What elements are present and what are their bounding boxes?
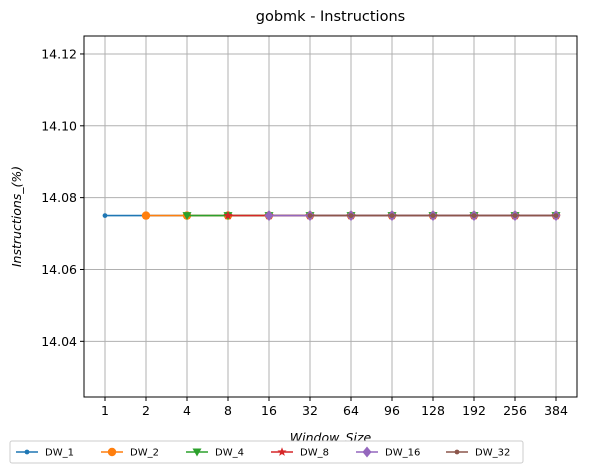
series-dw-32-marker [307,213,313,219]
y-tick-label: 14.04 [41,334,77,349]
x-tick-label: 4 [183,403,191,418]
y-axis-label: Instructions_(%) [9,166,24,267]
series-layer [102,210,561,222]
series-dw-1-marker [102,213,108,219]
ticks: 1 2 4 8 16 32 64 96 128 192 256 384 14.04 14.06 14.08 1… [41,46,568,418]
series-dw-4-marker [182,212,192,221]
legend: DW_1 DW_2 DW_4 DW_8 DW_16 DW_32 [9,440,524,464]
series-dw-32-marker [553,213,559,219]
plot-frame [83,35,578,398]
series-dw-32 [307,213,559,219]
x-tick-label: 16 [261,403,277,418]
legend-dw-4-label: DW_4 [215,448,244,459]
x-tick-label: 32 [302,403,318,418]
series-dw-8-marker [223,210,233,220]
series-dw-32-marker [389,213,395,219]
x-tick-label: 1 [101,403,109,418]
x-tick-label: 8 [224,403,232,418]
legend-dw-32-marker [454,449,460,455]
legend-dw-2-marker [107,447,117,457]
x-tick-label: 96 [384,403,400,418]
x-tick-label: 64 [343,403,359,418]
legend-dw-1-marker [24,449,30,455]
series-dw-32-marker [512,213,518,219]
y-tick-label: 14.10 [41,118,77,133]
x-tick-label: 384 [544,403,568,418]
x-tick-label: 128 [421,403,445,418]
y-tick-label: 14.12 [41,46,77,61]
series-dw-16-marker [264,210,274,222]
legend-dw-16-label: DW_16 [385,448,420,459]
grid [84,36,577,397]
x-tick-label: 2 [142,403,150,418]
legend-dw-8-label: DW_8 [300,448,329,459]
series-dw-32-marker [348,213,354,219]
legend-dw-4-marker [192,448,202,457]
legend-dw-16-marker [362,446,372,458]
x-tick-label: 256 [503,403,527,418]
legend-dw-2-label: DW_2 [130,448,159,459]
series-dw-32-marker [471,213,477,219]
x-tick-label: 192 [462,403,486,418]
series-dw-32-marker [430,213,436,219]
chart-title: gobmk - Instructions [256,9,405,25]
legend-dw-32-label: DW_32 [475,448,510,459]
legend-dw-1-label: DW_1 [45,448,74,459]
legend-box [9,440,524,464]
series-dw-2-marker [141,211,151,220]
legend-dw-8-marker [277,447,287,456]
y-tick-label: 14.06 [41,262,77,277]
y-tick-label: 14.08 [41,190,77,205]
